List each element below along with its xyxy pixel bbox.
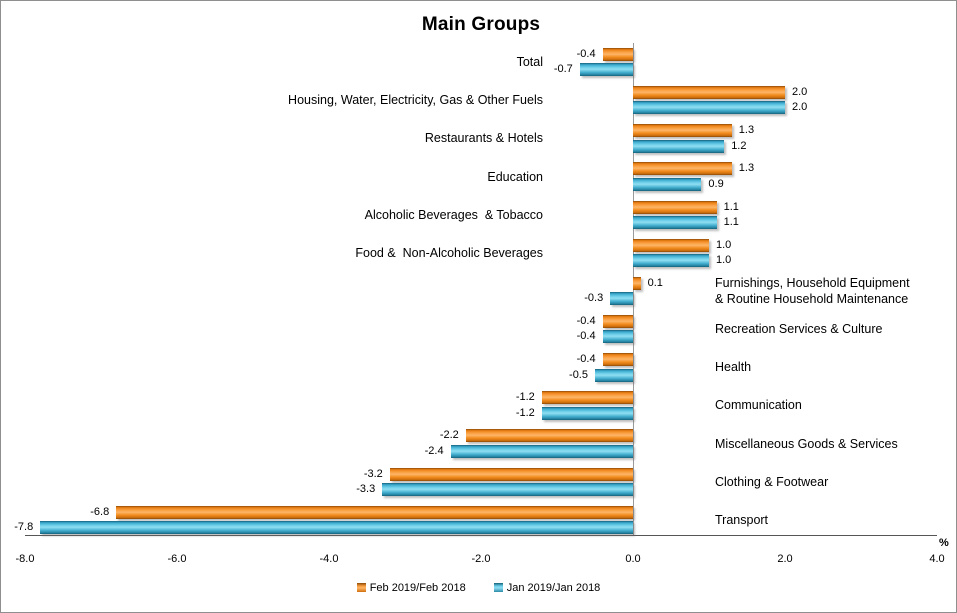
category-label: Clothing & Footwear (715, 474, 828, 490)
category-label-line: Alcoholic Beverages & Tobacco (364, 207, 543, 222)
bar (633, 139, 725, 153)
bar (116, 505, 633, 519)
value-label: 1.0 (716, 238, 732, 251)
bar (389, 467, 633, 481)
category-label: Miscellaneous Goods & Services (715, 436, 898, 452)
value-label: -1.2 (515, 406, 535, 419)
category-label-line: Communication (715, 398, 802, 413)
bar (610, 292, 633, 306)
category-label: Transport (715, 512, 768, 528)
category-label: Education (487, 169, 543, 185)
category-label-line: Recreation Services & Culture (715, 322, 883, 337)
value-label: 2.0 (792, 86, 808, 99)
chart-title: Main Groups (421, 14, 541, 35)
value-label: 1.1 (723, 200, 739, 213)
value-label: -1.2 (515, 391, 535, 404)
bar (602, 47, 633, 61)
category-label-line: Total (516, 55, 543, 70)
x-tick-label: -8.0 (15, 553, 35, 565)
bar (633, 276, 641, 290)
category-label-line: Education (487, 169, 543, 184)
value-label: -2.2 (439, 429, 459, 442)
bar (602, 314, 633, 328)
bar (633, 254, 709, 268)
value-label: -0.4 (576, 330, 596, 343)
category-label: Total (517, 54, 543, 70)
value-label: -0.4 (576, 47, 596, 60)
category-label-line: Clothing & Footwear (715, 474, 829, 489)
bar (633, 162, 732, 176)
legend-item: Jan 2019/Jan 2018 (493, 581, 601, 594)
value-label: -0.5 (569, 368, 588, 381)
bar (633, 238, 709, 252)
category-label: Recreation Services & Culture (715, 321, 882, 337)
legend-swatch-icon (493, 583, 503, 592)
bar (579, 63, 633, 77)
value-label: 1.2 (731, 139, 747, 152)
x-tick-label: 0.0 (625, 553, 641, 565)
bar (541, 406, 633, 420)
category-label: Furnishings, Household Equipment & Routin… (715, 275, 910, 307)
category-label: Housing, Water, Electricity, Gas & Other… (288, 92, 543, 108)
category-label-line: Housing, Water, Electricity, Gas & Other… (288, 93, 543, 108)
plot-area: Total -0.4 -0.7 Housing, Water, Electricity… (14, 43, 937, 536)
x-tick-label: -2.0 (471, 553, 491, 565)
bar (602, 330, 633, 344)
value-label: -6.8 (90, 505, 110, 518)
bar (633, 177, 702, 191)
category-label: Alcoholic Beverages & Tobacco (365, 207, 543, 223)
bar (633, 86, 785, 100)
legend-label: Feb 2019/Feb 2018 (369, 581, 466, 594)
bar (633, 101, 785, 115)
legend-swatch-icon (356, 583, 366, 592)
bar (633, 215, 717, 229)
category-label-line: Restaurants & Hotels (424, 131, 543, 146)
category-label-line: Miscellaneous Goods & Services (715, 436, 898, 451)
bar (465, 429, 633, 443)
category-label: Restaurants & Hotels (425, 130, 543, 146)
x-tick-label: 2.0 (777, 553, 793, 565)
bar (633, 124, 732, 138)
category-label-line: Transport (715, 512, 769, 527)
category-label-line: Furnishings, Household Equipment (715, 276, 910, 290)
value-label: 0.1 (647, 276, 663, 289)
value-label: -0.7 (553, 63, 573, 76)
axis-unit-label: % (939, 537, 949, 549)
category-label: Health (715, 359, 751, 375)
x-tick-label: 4.0 (929, 553, 945, 565)
value-label: 1.3 (738, 124, 755, 137)
value-label: -0.3 (584, 292, 604, 305)
bar (602, 353, 633, 367)
value-label: -0.4 (576, 353, 596, 366)
bar (633, 200, 717, 214)
legend: Feb 2019/Feb 2018 Jan 2019/Jan 2018 (1, 581, 956, 594)
value-label: -2.4 (424, 444, 444, 457)
bar (450, 444, 633, 458)
value-label: -3.3 (356, 482, 376, 495)
x-axis-ticks: -8.0 -6.0 -4.0 -2.0 0.0 2.0 4.0 (1, 553, 956, 567)
x-axis-line (25, 535, 937, 536)
value-label: 1.1 (723, 215, 739, 228)
bar (541, 391, 633, 405)
x-tick-label: -6.0 (167, 553, 187, 565)
bar (595, 368, 633, 382)
bar (382, 482, 633, 496)
value-label: -0.4 (576, 314, 596, 327)
value-label: 1.0 (716, 254, 732, 267)
value-label: -7.8 (14, 521, 34, 534)
category-label-line: Food & Non-Alcoholic Beverages (355, 245, 543, 260)
bar (40, 521, 633, 535)
value-label: -3.2 (363, 467, 383, 480)
category-label: Food & Non-Alcoholic Beverages (355, 245, 543, 261)
legend-label: Jan 2019/Jan 2018 (506, 581, 601, 594)
category-label-line: Health (715, 360, 752, 375)
category-label-line: & Routine Household Maintenance (715, 292, 909, 306)
category-label: Communication (715, 397, 802, 413)
value-label: 1.3 (738, 162, 755, 175)
value-label: 0.9 (708, 177, 724, 190)
value-label: 2.0 (792, 101, 808, 114)
legend-item: Feb 2019/Feb 2018 (356, 581, 466, 594)
x-tick-label: -4.0 (319, 553, 339, 565)
